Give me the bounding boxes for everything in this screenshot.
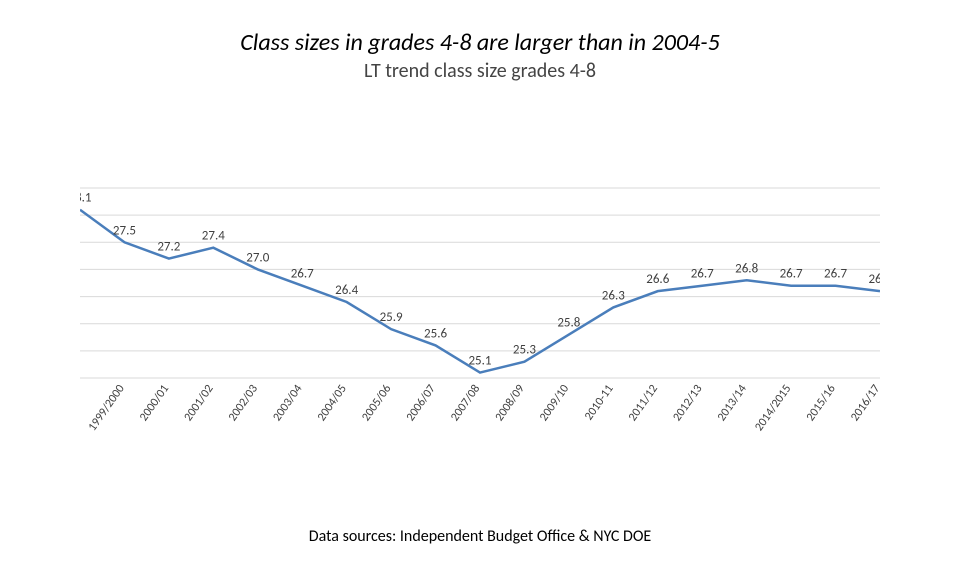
x-axis-label: 2007/08 xyxy=(448,382,483,424)
svg-text:28.1: 28.1 xyxy=(80,191,92,206)
svg-text:25.3: 25.3 xyxy=(513,343,536,358)
x-axis-label: 2011/12 xyxy=(626,382,661,424)
svg-text:26.6: 26.6 xyxy=(868,272,880,287)
x-axis-label: 1999/2000 xyxy=(86,382,128,434)
x-axis-label: 2006/07 xyxy=(404,382,439,424)
svg-text:26.7: 26.7 xyxy=(780,267,803,282)
x-axis-label: 2002/03 xyxy=(226,382,261,424)
x-axis-label: 2015/16 xyxy=(804,382,839,424)
x-axis-label: 2010-11 xyxy=(582,382,617,423)
chart-subtitle: LT trend class size grades 4-8 xyxy=(0,59,960,83)
x-axis-label: 2016/17 xyxy=(848,382,880,424)
x-axis-label: 2001/02 xyxy=(182,382,217,424)
svg-text:26.7: 26.7 xyxy=(291,267,314,282)
x-axis-label: 2003/04 xyxy=(270,382,305,424)
svg-text:26.4: 26.4 xyxy=(335,283,358,298)
svg-text:26.7: 26.7 xyxy=(691,267,714,282)
svg-text:26.6: 26.6 xyxy=(646,272,669,287)
x-axis-label: 2013/14 xyxy=(715,382,750,424)
svg-text:27.2: 27.2 xyxy=(157,240,180,255)
x-axis-label: 2012/13 xyxy=(670,382,705,424)
data-sources-footer: Data sources: Independent Budget Office … xyxy=(0,527,960,546)
chart-area: 28.1 27.5 27.2 27.4 27.0 26.7 26.4 25.9 25.6 25.1… xyxy=(80,168,880,438)
svg-text:25.9: 25.9 xyxy=(380,310,403,325)
x-axis-label: 2014/2015 xyxy=(752,382,794,434)
x-axis-label: 2008/09 xyxy=(493,382,528,424)
svg-text:26.3: 26.3 xyxy=(602,288,625,303)
svg-text:25.8: 25.8 xyxy=(557,316,580,331)
svg-text:25.6: 25.6 xyxy=(424,326,447,341)
svg-text:26.8: 26.8 xyxy=(735,261,758,276)
svg-text:25.1: 25.1 xyxy=(468,354,491,369)
chart-title: Class sizes in grades 4-8 are larger tha… xyxy=(0,28,960,57)
line-chart: 28.1 27.5 27.2 27.4 27.0 26.7 26.4 25.9 25.6 25.1… xyxy=(80,168,880,458)
x-axis-label: 1998/99 xyxy=(80,382,83,424)
svg-text:27.5: 27.5 xyxy=(113,223,136,238)
x-axis-label: 2005/06 xyxy=(359,382,394,424)
svg-text:26.7: 26.7 xyxy=(824,267,847,282)
x-axis-label: 2009/10 xyxy=(537,382,572,424)
x-axis-label: 2000/01 xyxy=(137,382,172,424)
svg-text:27.4: 27.4 xyxy=(202,229,225,244)
x-axis-label: 2004/05 xyxy=(315,382,350,424)
svg-text:27.0: 27.0 xyxy=(246,250,269,265)
